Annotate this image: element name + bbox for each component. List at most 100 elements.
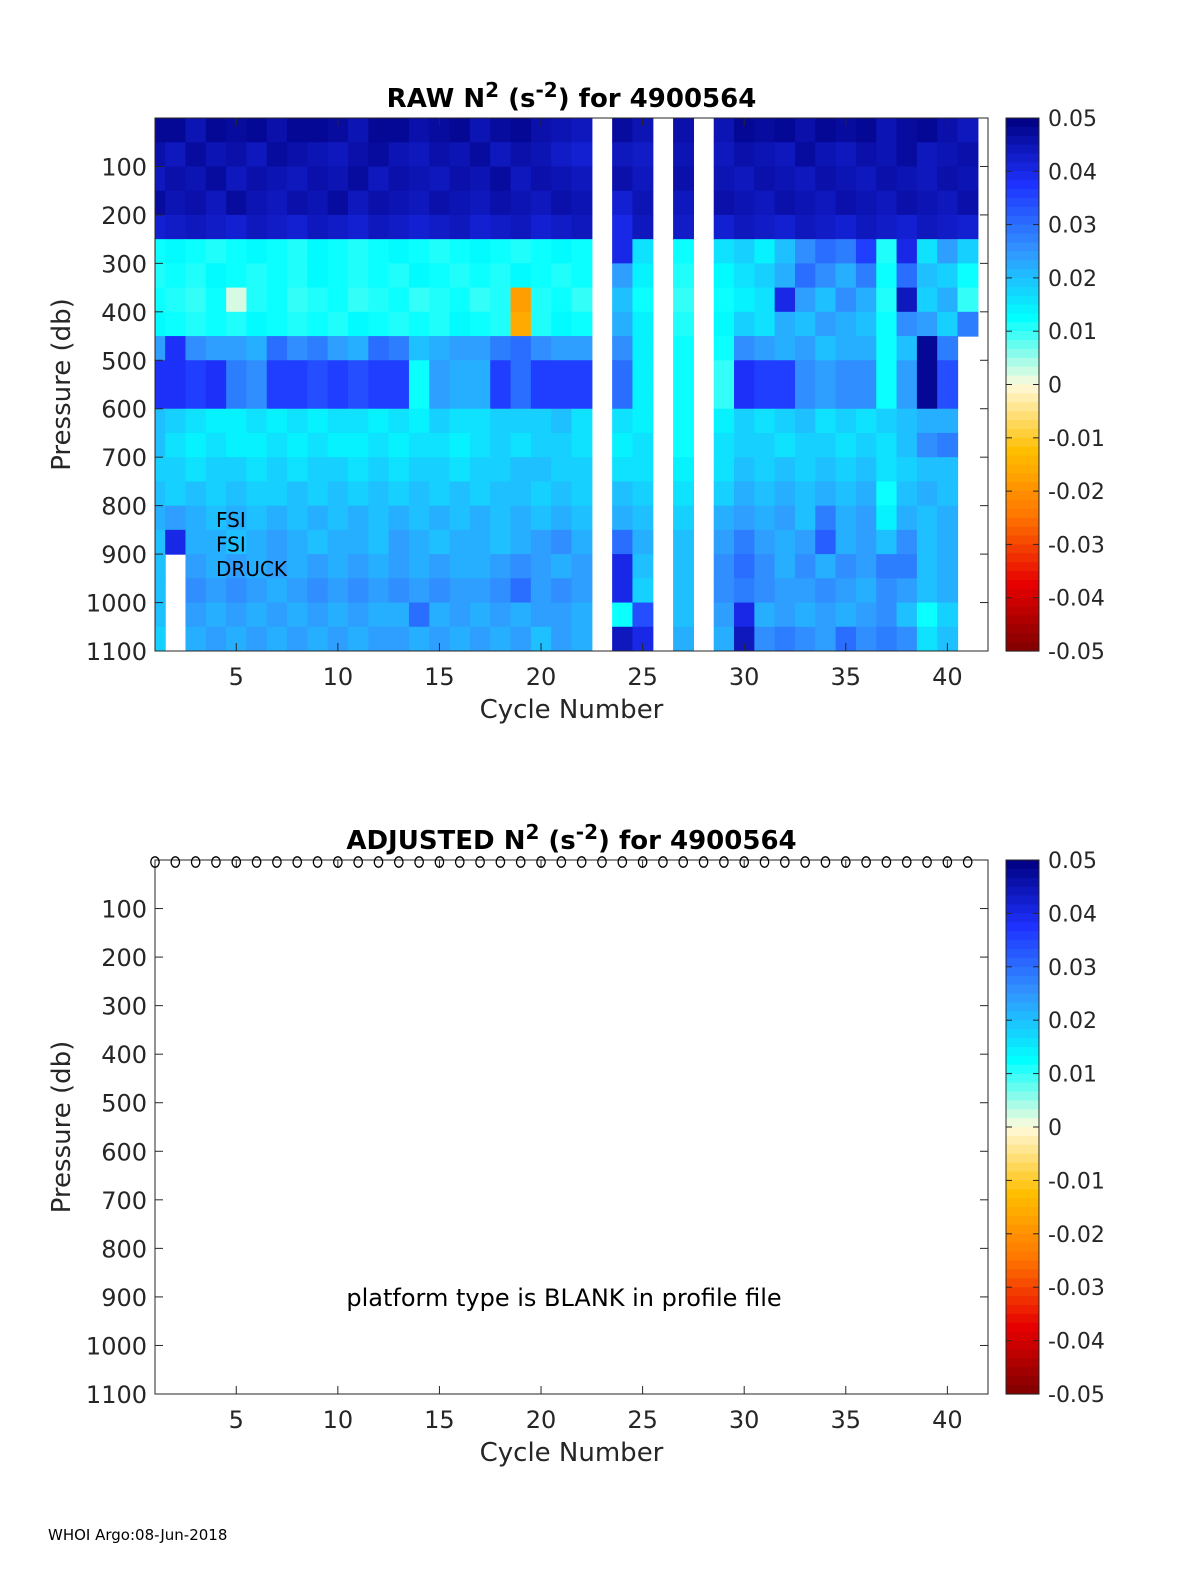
heatmap-cell bbox=[266, 432, 288, 458]
heatmap-cell bbox=[307, 263, 329, 289]
heatmap-cell bbox=[957, 239, 979, 264]
colorbar-swatch bbox=[1006, 304, 1039, 315]
heatmap-cell bbox=[368, 166, 390, 192]
heatmap-cell bbox=[155, 457, 166, 483]
heatmap-cell bbox=[815, 408, 837, 434]
y-tick-label: 900 bbox=[101, 1284, 147, 1312]
heatmap-cell bbox=[205, 505, 227, 531]
chart-title-part: ADJUSTED N bbox=[346, 826, 525, 856]
heatmap-cell bbox=[408, 263, 430, 289]
heatmap-cell bbox=[916, 578, 938, 604]
heatmap-cell bbox=[815, 384, 837, 410]
heatmap-cell bbox=[835, 505, 857, 531]
heatmap-cell bbox=[429, 263, 451, 289]
y-tick-label: 300 bbox=[101, 250, 147, 278]
colorbar-swatch bbox=[1006, 499, 1039, 510]
heatmap-cell bbox=[368, 239, 390, 264]
heatmap-cell bbox=[307, 287, 329, 313]
colorbar-swatch bbox=[1006, 1029, 1039, 1039]
heatmap-cell bbox=[734, 360, 755, 386]
heatmap-cell bbox=[226, 239, 248, 264]
heatmap-cell bbox=[388, 384, 410, 410]
heatmap-cell bbox=[226, 336, 248, 361]
heatmap-cell bbox=[774, 336, 796, 361]
heatmap-cell bbox=[673, 311, 695, 337]
heatmap-cell bbox=[327, 408, 349, 434]
colorbar-swatch bbox=[1006, 1287, 1039, 1297]
heatmap-cell bbox=[551, 142, 573, 168]
heatmap-cell bbox=[815, 239, 837, 264]
heatmap-cell bbox=[246, 626, 268, 651]
heatmap-cell bbox=[165, 384, 187, 410]
heatmap-cell bbox=[612, 239, 634, 264]
colorbar-swatch bbox=[1006, 993, 1039, 1003]
heatmap-cell bbox=[266, 626, 288, 651]
heatmap-cell bbox=[155, 602, 166, 628]
heatmap-cell bbox=[551, 384, 573, 410]
colorbar-swatch bbox=[1006, 1313, 1039, 1324]
heatmap-cell bbox=[794, 481, 816, 507]
heatmap-cell bbox=[185, 239, 207, 264]
heatmap-cell bbox=[408, 626, 430, 651]
x-tick-label: 10 bbox=[323, 1406, 354, 1434]
heatmap-cell bbox=[449, 602, 471, 628]
heatmap-cell bbox=[855, 529, 877, 555]
x-tick-label: 5 bbox=[229, 663, 244, 691]
heatmap-cell bbox=[348, 214, 369, 240]
profile-marker bbox=[292, 856, 303, 868]
heatmap-cell bbox=[612, 457, 634, 483]
heatmap-cell bbox=[185, 287, 207, 313]
colorbar-swatch bbox=[1006, 1082, 1039, 1092]
heatmap-cell bbox=[855, 554, 877, 579]
heatmap-cell bbox=[307, 505, 329, 531]
heatmap-cell bbox=[571, 384, 593, 410]
heatmap-cell bbox=[876, 481, 898, 507]
heatmap-cell bbox=[185, 142, 207, 168]
y-tick-label: 1000 bbox=[86, 1332, 147, 1360]
heatmap-cell bbox=[388, 190, 410, 216]
heatmap-cell bbox=[916, 626, 938, 651]
heatmap-cell bbox=[632, 578, 654, 604]
heatmap-cell bbox=[530, 311, 552, 337]
heatmap-cell bbox=[530, 336, 552, 361]
heatmap-cell bbox=[815, 190, 837, 216]
colorbar-swatch bbox=[1006, 1055, 1039, 1066]
colorbar-swatch bbox=[1006, 1251, 1039, 1262]
colorbar-swatch bbox=[1006, 1296, 1039, 1306]
heatmap-cell bbox=[155, 626, 166, 651]
profile-marker bbox=[536, 856, 546, 868]
heatmap-cell bbox=[510, 190, 532, 216]
heatmap-cell bbox=[916, 263, 938, 289]
axes-box bbox=[154, 117, 989, 652]
heatmap-cell bbox=[429, 287, 451, 313]
colorbar-swatch bbox=[1006, 1358, 1039, 1368]
heatmap-cell bbox=[327, 190, 349, 216]
heatmap-cell bbox=[287, 142, 308, 168]
heatmap-cell bbox=[155, 287, 166, 313]
heatmap-cell bbox=[815, 336, 837, 361]
heatmap-cell bbox=[835, 408, 857, 434]
heatmap-cell bbox=[266, 166, 288, 192]
x-tick-label: 25 bbox=[627, 663, 658, 691]
heatmap-cell bbox=[348, 360, 369, 386]
sensor-annotation: FSI bbox=[216, 533, 246, 557]
heatmap-cell bbox=[246, 263, 268, 289]
colorbar-swatch bbox=[1006, 544, 1039, 554]
colorbar-swatch bbox=[1006, 1216, 1039, 1226]
heatmap-cell bbox=[734, 263, 755, 289]
heatmap-cell bbox=[632, 529, 654, 555]
heatmap-cell bbox=[571, 118, 593, 143]
heatmap-cell bbox=[327, 214, 349, 240]
heatmap-cell bbox=[307, 529, 329, 555]
colorbar-tick-label: 0.03 bbox=[1048, 956, 1097, 981]
heatmap-cell bbox=[246, 190, 268, 216]
heatmap-cell bbox=[368, 384, 390, 410]
heatmap-cell bbox=[469, 626, 491, 651]
heatmap-cell bbox=[408, 166, 430, 192]
heatmap-cell bbox=[226, 481, 248, 507]
profile-marker bbox=[576, 856, 587, 868]
colorbar-swatch bbox=[1006, 171, 1039, 181]
heatmap-cell bbox=[835, 287, 857, 313]
x-tick-label: 35 bbox=[831, 663, 862, 691]
heatmap-cell bbox=[388, 481, 410, 507]
